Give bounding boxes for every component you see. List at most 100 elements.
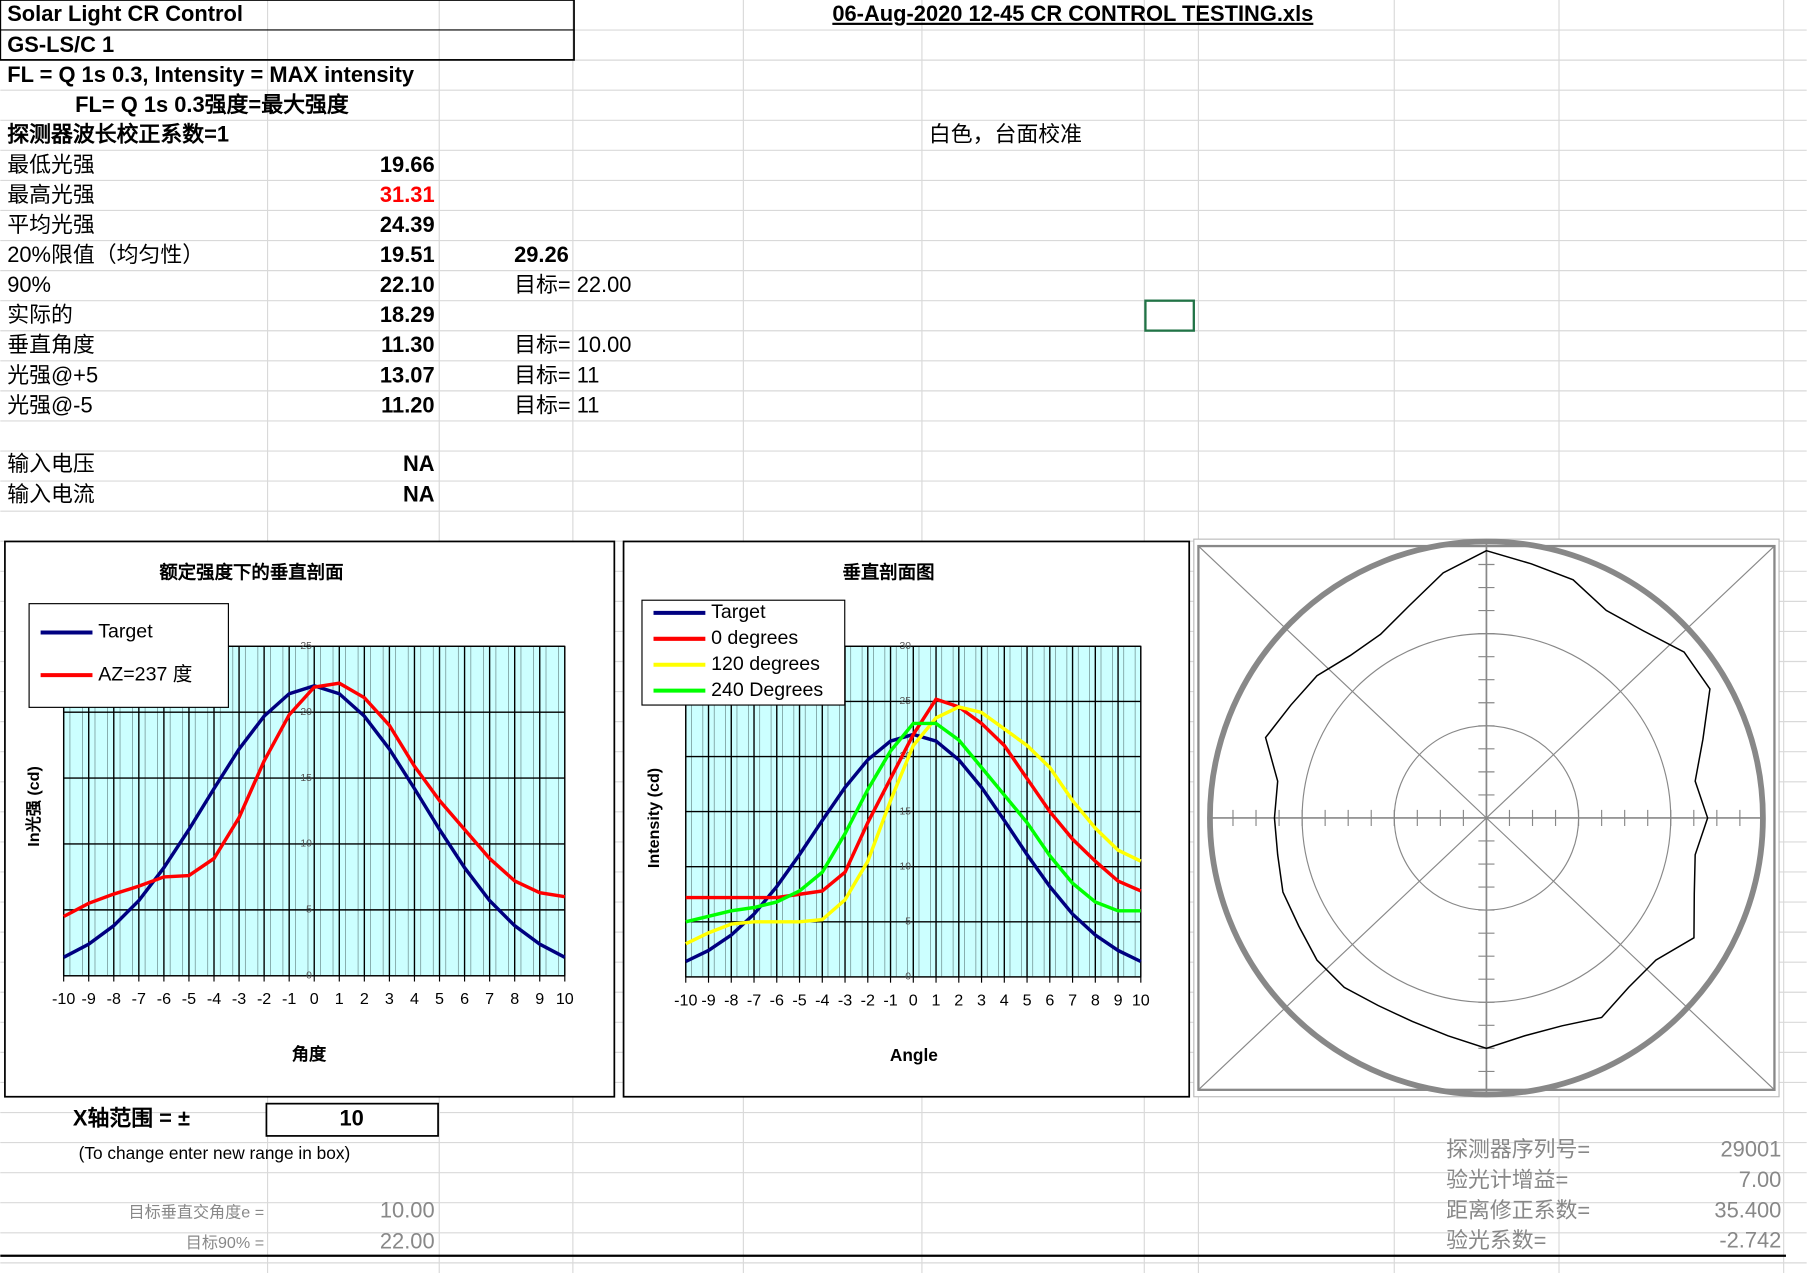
series-line [62, 681, 566, 918]
row-value: 目标= 22.00 [514, 272, 631, 297]
row-label: 光强@+5 [7, 362, 98, 387]
x-tick-label: 0 [909, 991, 918, 1009]
y-axis-label: In光强 (cd) [24, 766, 43, 847]
x-tick-label: 4 [1000, 991, 1009, 1009]
range-input[interactable] [265, 1102, 439, 1137]
x-tick-label: -8 [724, 991, 738, 1009]
series-line [685, 705, 1142, 946]
x-tick-label: -2 [257, 990, 271, 1008]
input-value: NA [403, 451, 435, 476]
range-hint: (To change enter new range in box) [79, 1143, 351, 1163]
ring [1301, 633, 1672, 1003]
row-value: 19.51 [380, 242, 435, 267]
chart-title: 额定强度下的垂直剖面 [159, 562, 343, 583]
ring [1393, 725, 1580, 911]
meter-value: 35.400 [1714, 1197, 1781, 1222]
ring [1207, 538, 1766, 1098]
x-tick-label: -9 [701, 991, 715, 1009]
y-tick-label: 30 [899, 641, 911, 652]
x-tick-label: 7 [1068, 991, 1077, 1009]
legend-label: Target [98, 621, 153, 643]
x-tick-label: -10 [52, 990, 75, 1008]
chart-title: 垂直剖面图 [842, 562, 934, 583]
x-tick-label: 2 [954, 991, 963, 1009]
legend-label: 240 Degrees [711, 679, 823, 701]
meter-label: 验光系数= [1446, 1228, 1546, 1253]
meter-value: -2.742 [1719, 1228, 1781, 1253]
target-value: 10.00 [380, 1198, 435, 1223]
row-value: 目标= 11 [514, 392, 599, 417]
x-tick-label: 7 [485, 990, 494, 1008]
meter-value: 7.00 [1739, 1167, 1782, 1192]
y-tick-label: 20 [899, 751, 911, 762]
x-tick-label: -7 [132, 990, 146, 1008]
row-label: 最高光强 [7, 182, 95, 207]
row-label: 20%限值（均匀性） [7, 242, 204, 267]
y-tick-label: 5 [905, 917, 911, 928]
y-tick-label: 25 [899, 696, 911, 707]
range-label: X轴范围 = ± [73, 1106, 190, 1131]
row-value: 24.39 [380, 212, 435, 237]
y-tick-label: 10 [300, 839, 312, 850]
input-value: NA [403, 481, 435, 506]
x-tick-label: -6 [157, 990, 171, 1008]
row-label: 实际的 [7, 302, 73, 327]
x-tick-label: 8 [510, 990, 519, 1008]
y-tick-label: 0 [905, 972, 911, 983]
row-value: 13.07 [380, 362, 435, 387]
sheet-title: Solar Light CR Control [7, 1, 243, 26]
row-value: 22.10 [380, 272, 435, 297]
x-tick-label: -4 [207, 990, 221, 1008]
x-tick-label: -9 [82, 990, 96, 1008]
row-label: 光强@-5 [7, 392, 92, 417]
range-value[interactable]: 10 [340, 1106, 364, 1131]
note: 白色，台面校准 [929, 122, 1082, 147]
x-tick-label: -3 [838, 991, 852, 1009]
x-tick-label: -6 [770, 991, 784, 1009]
x-tick-label: 6 [1045, 991, 1054, 1009]
row-value: 29.26 [514, 242, 569, 267]
x-tick-label: 9 [1114, 991, 1123, 1009]
input-label: 输入电流 [7, 481, 95, 506]
meter-label: 验光计增益= [1446, 1167, 1568, 1192]
x-tick-label: -5 [182, 990, 196, 1008]
x-tick-label: 6 [460, 990, 469, 1008]
row-value: 18.29 [380, 302, 435, 327]
legend-box [641, 599, 846, 706]
x-tick-label: 1 [335, 990, 344, 1008]
x-axis-label: 角度 [292, 1044, 327, 1064]
row-value: 11.20 [381, 392, 435, 417]
legend-box [28, 603, 229, 708]
target-value: 22.00 [380, 1228, 435, 1253]
row-value: 目标= 11 [514, 362, 599, 387]
y-tick-label: 0 [306, 971, 312, 982]
y-tick-label: 20 [300, 707, 312, 718]
y-axis-label: Intensity (cd) [645, 768, 663, 868]
x-tick-label: 5 [435, 990, 444, 1008]
x-tick-label: -1 [282, 990, 296, 1008]
x-tick-label: -10 [674, 991, 697, 1009]
polar-line [1264, 549, 1711, 1050]
row-label: 垂直角度 [7, 332, 95, 357]
row-label: 平均光强 [7, 212, 95, 237]
settings-line-cn: FL= Q 1s 0.3强度=最大强度 [75, 92, 349, 117]
x-tick-label: 2 [360, 990, 369, 1008]
y-tick-label: 15 [300, 773, 312, 784]
x-tick-label: 0 [310, 990, 319, 1008]
x-tick-label: 5 [1023, 991, 1032, 1009]
legend-label: Target [711, 601, 766, 623]
selected-cell[interactable] [1144, 299, 1195, 332]
meter-label: 探测器序列号= [1446, 1137, 1590, 1162]
x-tick-label: -8 [107, 990, 121, 1008]
y-tick-label: 5 [306, 905, 312, 916]
y-tick-label: 10 [899, 861, 911, 872]
legend-label: 120 degrees [711, 653, 820, 675]
row-label: 最低光强 [7, 152, 95, 177]
meter-label: 距离修正系数= [1446, 1197, 1590, 1222]
x-tick-label: -3 [232, 990, 246, 1008]
x-tick-label: -5 [792, 991, 806, 1009]
settings-line: FL = Q 1s 0.3, Intensity = MAX intensity [7, 62, 415, 87]
y-tick-label: 25 [300, 641, 312, 652]
legend-label: AZ=237 度 [98, 663, 192, 685]
